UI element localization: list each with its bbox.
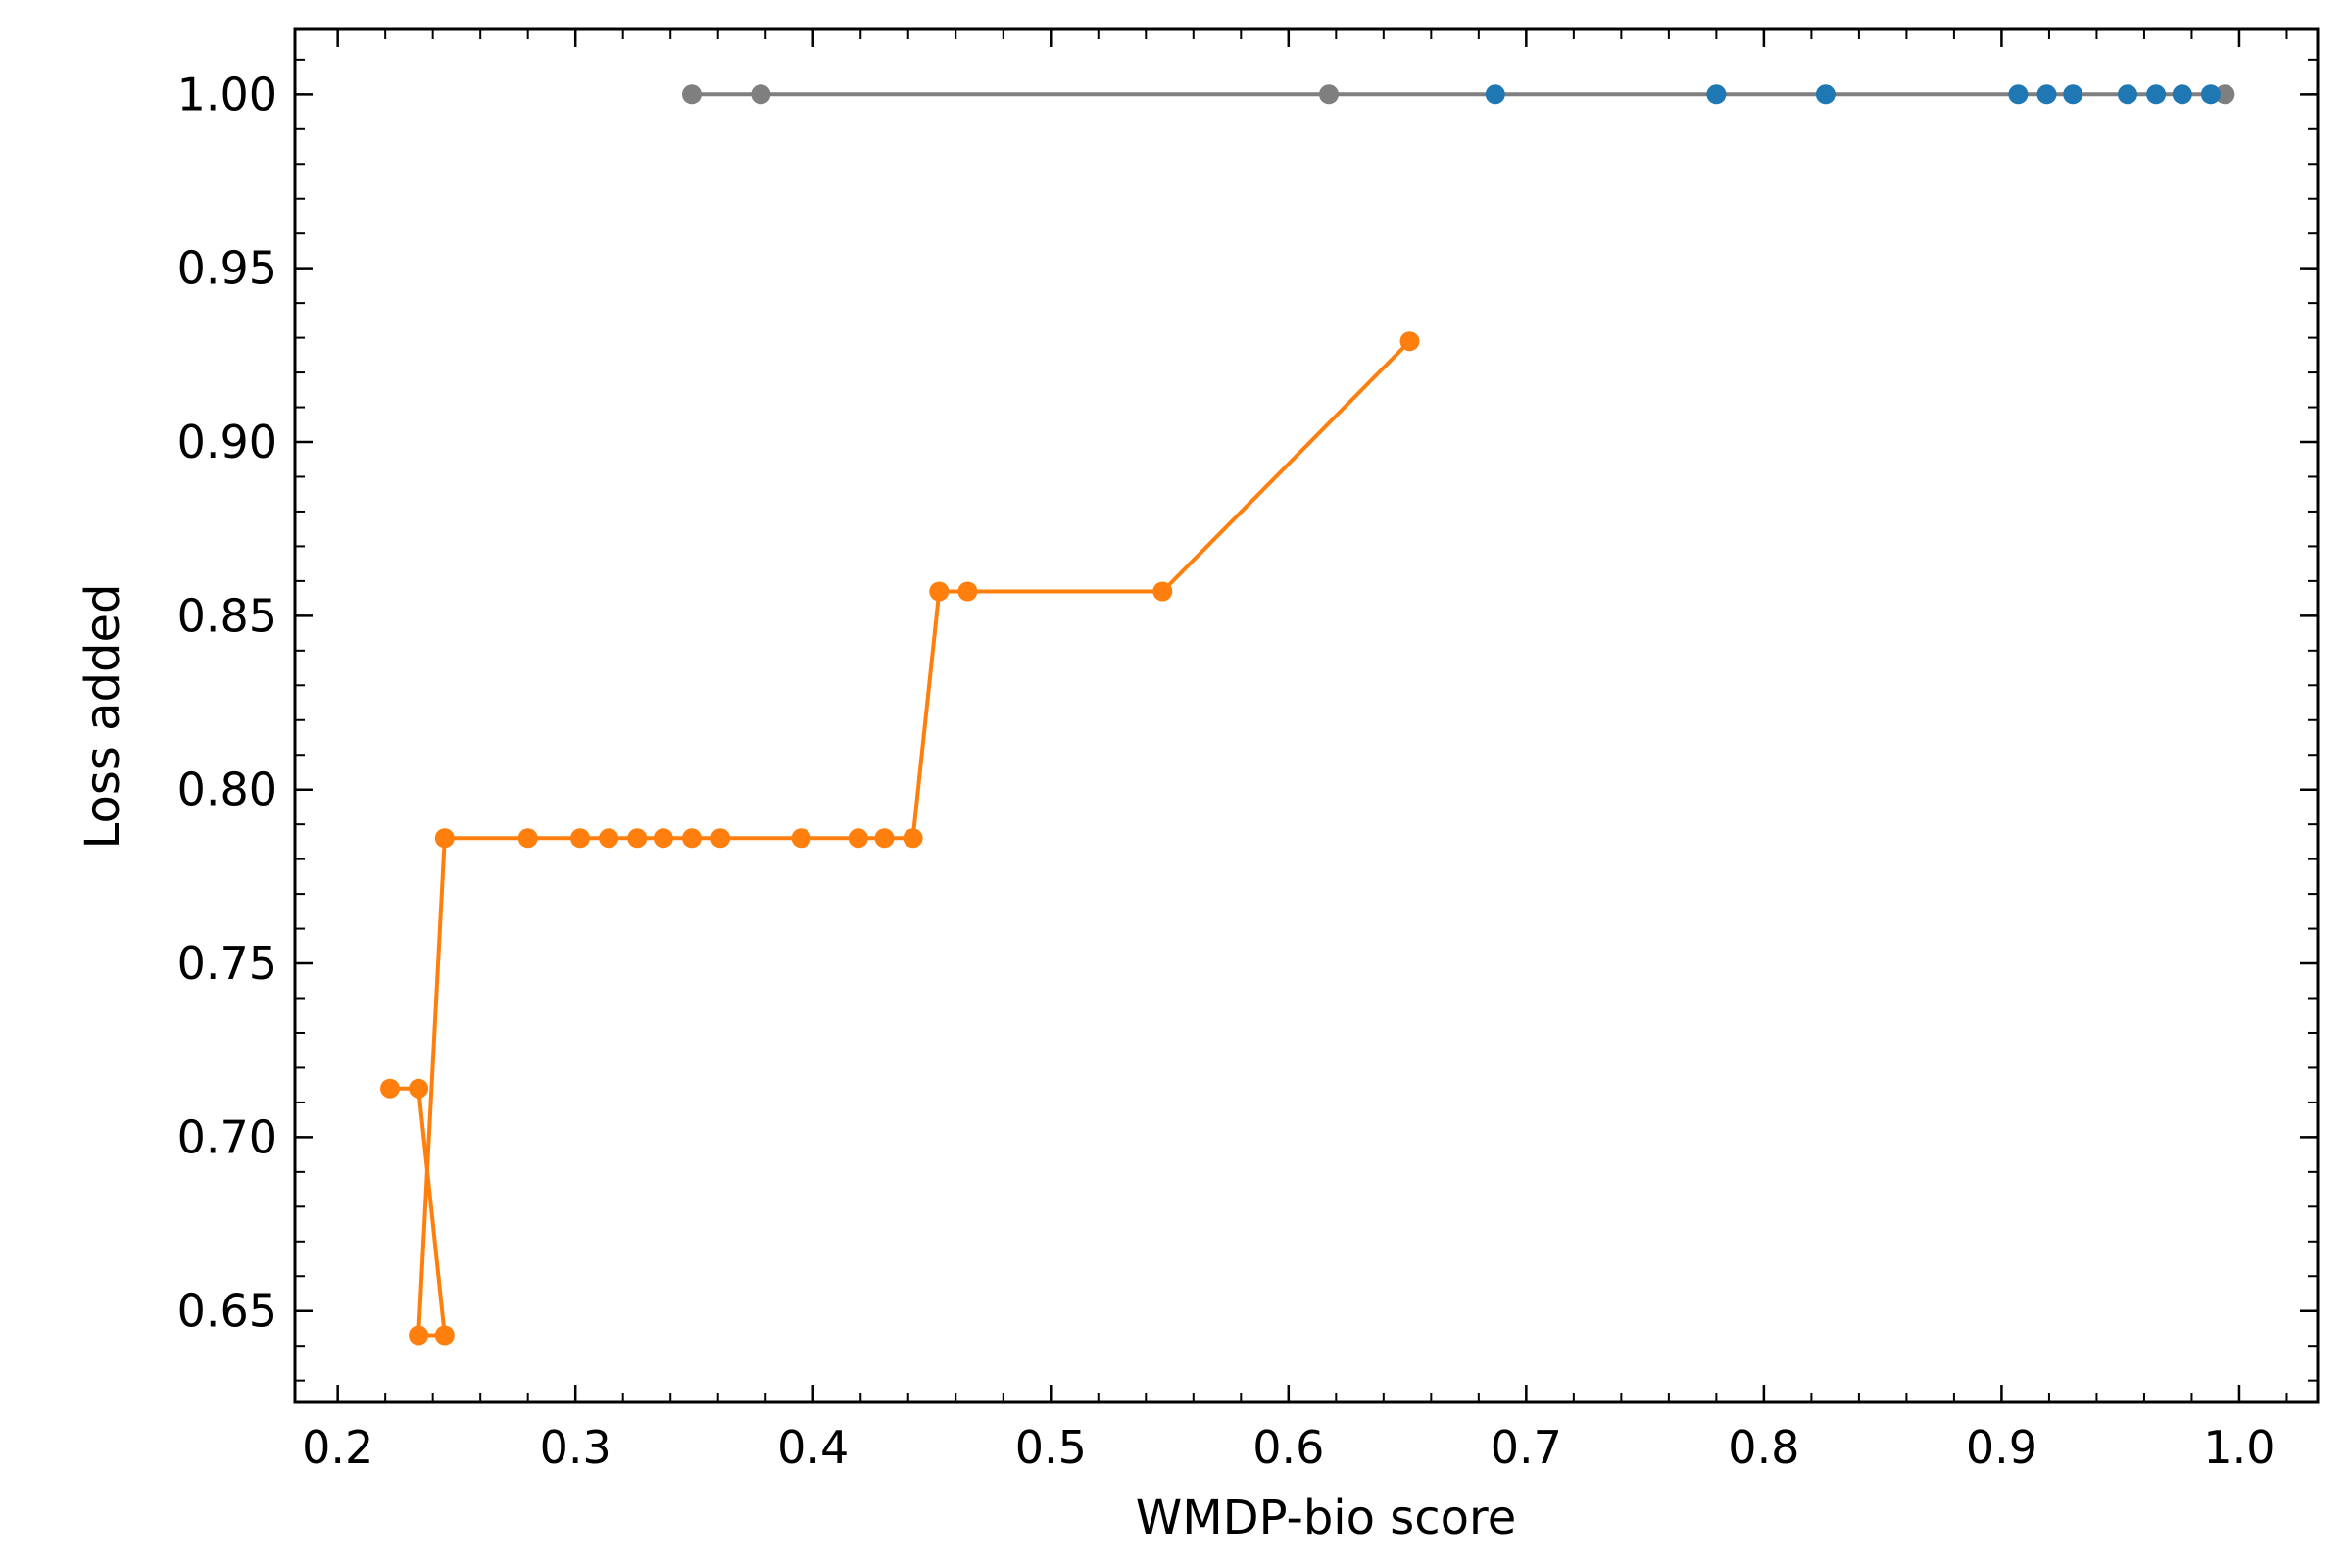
data-point xyxy=(2063,84,2083,105)
data-point xyxy=(570,828,590,849)
y-tick-label: 0.75 xyxy=(177,937,277,990)
y-tick-label: 0.95 xyxy=(177,242,277,295)
x-tick-label: 1.0 xyxy=(2203,1421,2275,1474)
y-tick-label: 0.65 xyxy=(177,1285,277,1338)
data-point xyxy=(682,828,702,849)
data-point xyxy=(2200,84,2221,105)
y-tick-label: 1.00 xyxy=(177,68,277,121)
data-point xyxy=(848,828,868,849)
data-point xyxy=(710,828,731,849)
x-tick-label: 0.2 xyxy=(302,1421,373,1474)
data-point xyxy=(1485,84,1505,105)
data-point xyxy=(2215,84,2235,105)
data-point xyxy=(682,84,702,105)
data-point xyxy=(1319,84,1339,105)
data-point xyxy=(791,828,811,849)
data-point xyxy=(957,581,978,602)
data-point xyxy=(2036,84,2057,105)
x-tick-label: 0.5 xyxy=(1015,1421,1087,1474)
data-point xyxy=(627,828,648,849)
y-axis-label: Loss added xyxy=(75,584,130,850)
data-point xyxy=(751,84,771,105)
data-point xyxy=(599,828,619,849)
data-point xyxy=(434,1325,455,1346)
data-point xyxy=(409,1078,429,1099)
data-point xyxy=(517,828,538,849)
data-point xyxy=(2172,84,2192,105)
tick-labels: 0.2 0.3 0.4 0.5 0.6 0.7 0.8 0.9 1.0 0.65 0.70 0.75 0… xyxy=(177,68,2276,1474)
data-point xyxy=(1152,581,1173,602)
x-axis-label: WMDP-bio score xyxy=(1136,1491,1516,1545)
data-point xyxy=(2008,84,2029,105)
y-tick-label: 0.80 xyxy=(177,763,277,816)
x-tick-label: 0.9 xyxy=(1966,1421,2037,1474)
data-point xyxy=(1706,84,1727,105)
major-ticks xyxy=(295,29,2318,1402)
data-point xyxy=(903,828,923,849)
series-line xyxy=(390,339,1411,1338)
data-point xyxy=(1815,84,1836,105)
data-point xyxy=(2118,84,2137,105)
x-tick-label: 0.6 xyxy=(1252,1421,1324,1474)
plot-frame xyxy=(293,27,2320,1404)
series-0 xyxy=(682,84,2235,105)
series-2 xyxy=(380,331,1420,1346)
x-tick-label: 0.3 xyxy=(540,1421,612,1474)
x-tick-label: 0.7 xyxy=(1491,1421,1562,1474)
data-point xyxy=(874,828,895,849)
series-1 xyxy=(1485,84,2221,105)
y-tick-label: 0.90 xyxy=(177,416,277,468)
series-layer xyxy=(380,84,2235,1346)
x-tick-label: 0.4 xyxy=(777,1421,849,1474)
data-point xyxy=(380,1078,400,1099)
data-point xyxy=(1399,331,1420,352)
y-tick-label: 0.85 xyxy=(177,589,277,642)
data-point xyxy=(434,828,455,849)
y-tick-label: 0.70 xyxy=(177,1110,277,1163)
data-point xyxy=(929,581,950,602)
data-point xyxy=(2146,84,2167,105)
data-point xyxy=(653,828,673,849)
data-point xyxy=(409,1325,429,1346)
x-tick-label: 0.8 xyxy=(1728,1421,1799,1474)
